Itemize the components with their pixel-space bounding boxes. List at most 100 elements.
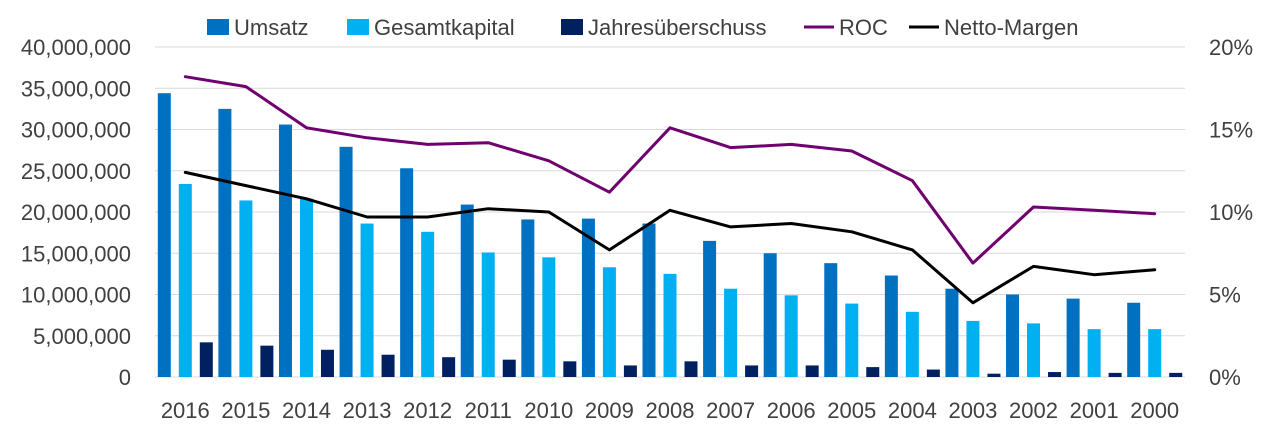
bar-jahresueberschuss xyxy=(987,373,1001,377)
bar-umsatz xyxy=(1127,302,1141,377)
bar-jahresueberschuss xyxy=(442,357,456,377)
legend-item-roc: ROC xyxy=(804,15,888,40)
y-left-tick-label: 25,000,000 xyxy=(21,159,131,184)
legend-item-gesamtkapital: Gesamtkapital xyxy=(347,15,515,40)
bar-gesamtkapital xyxy=(784,295,798,377)
bar-umsatz xyxy=(460,204,474,377)
legend: Umsatz Gesamtkapital Jahresüberschuss ROC Ne… xyxy=(207,15,1079,40)
bar-gesamtkapital xyxy=(239,200,253,377)
bar-gesamtkapital xyxy=(360,223,374,377)
legend-label: Jahresüberschuss xyxy=(588,15,767,40)
legend-swatch xyxy=(207,19,229,35)
y-left-tick-label: 30,000,000 xyxy=(21,118,131,143)
x-tick-label: 2014 xyxy=(282,398,331,423)
bar-gesamtkapital xyxy=(299,198,313,377)
x-tick-label: 2016 xyxy=(161,398,210,423)
y-left-tick-label: 20,000,000 xyxy=(21,200,131,225)
bar-jahresueberschuss xyxy=(1048,372,1062,377)
y-right-tick-label: 15% xyxy=(1209,118,1253,143)
bar-jahresueberschuss xyxy=(926,369,940,377)
bar-umsatz xyxy=(400,168,414,377)
bar-gesamtkapital xyxy=(421,231,435,377)
bar-gesamtkapital xyxy=(663,273,677,377)
line-roc xyxy=(183,75,1157,265)
x-tick-label: 2003 xyxy=(948,398,997,423)
bar-gesamtkapital xyxy=(966,320,980,377)
y-left-tick-label: 0 xyxy=(119,365,131,390)
bar-gesamtkapital xyxy=(724,288,738,377)
bar-umsatz xyxy=(157,93,171,377)
bar-umsatz xyxy=(1066,298,1080,377)
x-tick-label: 2008 xyxy=(646,398,695,423)
y-left-tick-label: 15,000,000 xyxy=(21,241,131,266)
bar-jahresueberschuss xyxy=(502,359,516,377)
x-tick-label: 2013 xyxy=(343,398,392,423)
bar-gesamtkapital xyxy=(542,257,556,377)
bar-umsatz xyxy=(218,108,232,377)
bar-jahresueberschuss xyxy=(320,349,334,377)
y-left-tick-label: 10,000,000 xyxy=(21,283,131,308)
bar-gesamtkapital xyxy=(481,252,495,377)
x-tick-label: 2009 xyxy=(585,398,634,423)
legend-item-netto-margen: Netto-Margen xyxy=(909,15,1079,40)
bar-gesamtkapital xyxy=(1027,323,1041,377)
x-tick-label: 2001 xyxy=(1070,398,1119,423)
x-tick-label: 2005 xyxy=(827,398,876,423)
legend-label: Umsatz xyxy=(234,15,309,40)
y-right-tick-label: 0% xyxy=(1209,365,1241,390)
line-netto-margen xyxy=(183,170,1157,305)
x-tick-label: 2006 xyxy=(767,398,816,423)
bar-umsatz xyxy=(824,263,838,377)
bar-jahresueberschuss xyxy=(1169,372,1183,377)
bar-jahresueberschuss xyxy=(260,345,274,377)
x-tick-label: 2010 xyxy=(524,398,573,423)
y-left-tick-label: 5,000,000 xyxy=(33,324,131,349)
bar-gesamtkapital xyxy=(905,311,919,377)
bar-jahresueberschuss xyxy=(623,365,637,377)
bar-umsatz xyxy=(763,253,777,377)
bar-umsatz xyxy=(884,275,898,377)
x-tick-label: 2004 xyxy=(888,398,937,423)
legend-label: Gesamtkapital xyxy=(374,15,515,40)
bar-umsatz xyxy=(278,124,292,377)
legend-swatch xyxy=(347,19,369,35)
bar-jahresueberschuss xyxy=(199,342,213,377)
legend-label: ROC xyxy=(839,15,888,40)
bar-gesamtkapital xyxy=(1148,329,1162,377)
x-tick-label: 2000 xyxy=(1130,398,1179,423)
bar-jahresueberschuss xyxy=(684,361,698,377)
bar-jahresueberschuss xyxy=(805,365,819,377)
x-tick-label: 2007 xyxy=(706,398,755,423)
bar-umsatz xyxy=(703,240,717,377)
x-tick-label: 2015 xyxy=(221,398,270,423)
y-left-tick-label: 35,000,000 xyxy=(21,76,131,101)
bar-jahresueberschuss xyxy=(745,365,759,377)
lines xyxy=(183,75,1157,305)
bar-umsatz xyxy=(339,146,353,377)
axes: 0 5,000,000 10,000,000 15,000,000 20,000,000… xyxy=(21,35,1253,423)
bar-jahresueberschuss xyxy=(1108,372,1122,377)
bar-gesamtkapital xyxy=(1087,329,1101,377)
bar-umsatz xyxy=(521,219,535,377)
bar-gesamtkapital xyxy=(178,183,192,377)
bars xyxy=(157,93,1183,377)
legend-label: Netto-Margen xyxy=(944,15,1079,40)
legend-swatch xyxy=(561,19,583,35)
legend-item-umsatz: Umsatz xyxy=(207,15,309,40)
bar-umsatz xyxy=(945,288,959,377)
y-right-tick-label: 10% xyxy=(1209,200,1253,225)
bar-jahresueberschuss xyxy=(866,367,880,377)
x-tick-label: 2011 xyxy=(465,398,512,423)
bar-gesamtkapital xyxy=(845,303,859,377)
x-tick-label: 2002 xyxy=(1009,398,1058,423)
legend-item-jahresueberschuss: Jahresüberschuss xyxy=(561,15,767,40)
y-right-tick-label: 5% xyxy=(1209,283,1241,308)
bar-umsatz xyxy=(581,218,595,377)
bar-jahresueberschuss xyxy=(563,361,577,377)
x-tick-label: 2012 xyxy=(403,398,452,423)
bar-gesamtkapital xyxy=(602,267,616,377)
bar-jahresueberschuss xyxy=(381,354,395,377)
bar-umsatz xyxy=(1006,294,1020,377)
